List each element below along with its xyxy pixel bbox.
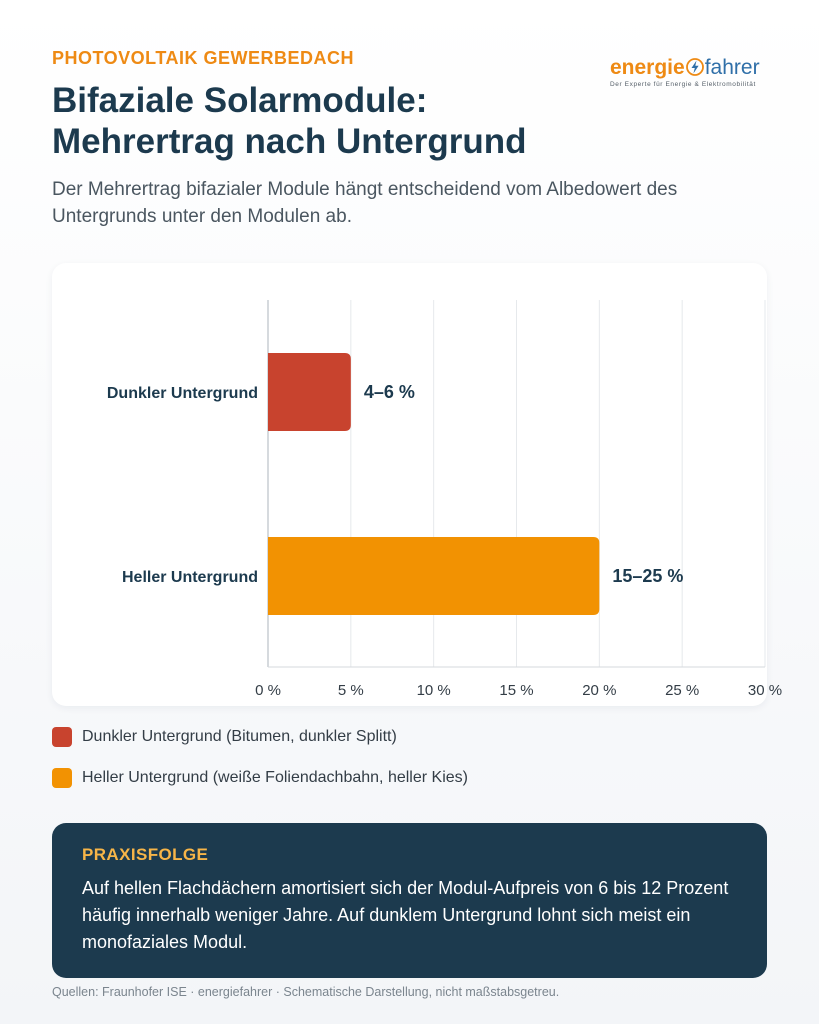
category-label-1: Heller Untergrund (122, 569, 258, 586)
legend-label-light: Heller Untergrund (weiße Foliendachbahn,… (82, 769, 468, 786)
page-title: Bifaziale Solarmodule: Mehrertrag nach U… (52, 80, 527, 162)
callout-title: PRAXISFOLGE (82, 845, 209, 864)
x-tick-label-15: 15 % (499, 682, 533, 699)
category-label-0: Dunkler Untergrund (107, 385, 258, 402)
legend-label-dark: Dunkler Untergrund (Bitumen, dunkler Spl… (82, 728, 397, 745)
x-tick-label-5: 5 % (338, 682, 364, 699)
page-title-line-1: Bifaziale Solarmodule: (52, 81, 428, 120)
lightning-bolt-icon (685, 58, 704, 76)
logo-tagline: Der Experte für Energie & Elektromobilit… (610, 81, 756, 88)
practice-callout: PRAXISFOLGE Auf hellen Flachdächern amor… (52, 823, 767, 978)
logo-part-fahrer: fahrer (704, 56, 760, 79)
logo-wordmark: energie fahrer (610, 56, 770, 80)
brand-logo: energie fahrer Der Experte für Energie &… (610, 56, 770, 88)
legend-swatch-dark (52, 727, 72, 747)
bar-1 (268, 537, 600, 615)
legend-item-light: Heller Untergrund (weiße Foliendachbahn,… (52, 767, 468, 789)
sources-footer: Quellen: Fraunhofer ISE · energiefahrer … (52, 985, 560, 999)
x-tick-label-20: 20 % (582, 682, 616, 699)
chart-legend: Dunkler Untergrund (Bitumen, dunkler Spl… (52, 726, 468, 808)
legend-item-dark: Dunkler Untergrund (Bitumen, dunkler Spl… (52, 726, 468, 748)
chart-card: 0 % 5 % 10 % 15 % 20 % 25 % 30 % Dunkler Unterg… (52, 263, 782, 706)
page-title-line-2: Mehrertrag nach Untergrund (52, 122, 527, 161)
x-tick-label-10: 10 % (417, 682, 451, 699)
callout-text: Auf hellen Flachdächern amortisiert sich… (82, 878, 729, 952)
value-label-1: 15–25 % (612, 566, 683, 586)
bar-chart: 0 % 5 % 10 % 15 % 20 % 25 % 30 % Dunkler Unterg… (107, 300, 782, 699)
value-label-0: 4–6 % (364, 382, 415, 402)
logo-part-energie: energie (610, 56, 685, 79)
page-subtitle: Der Mehrertrag bifazialer Module hängt e… (52, 179, 678, 227)
x-tick-label-25: 25 % (665, 682, 699, 699)
x-tick-label-30: 30 % (748, 682, 782, 699)
x-tick-label-0: 0 % (255, 682, 281, 699)
eyebrow-label: PHOTOVOLTAIK GEWERBEDACH (52, 48, 355, 68)
bar-0 (268, 353, 351, 431)
legend-swatch-light (52, 768, 72, 788)
